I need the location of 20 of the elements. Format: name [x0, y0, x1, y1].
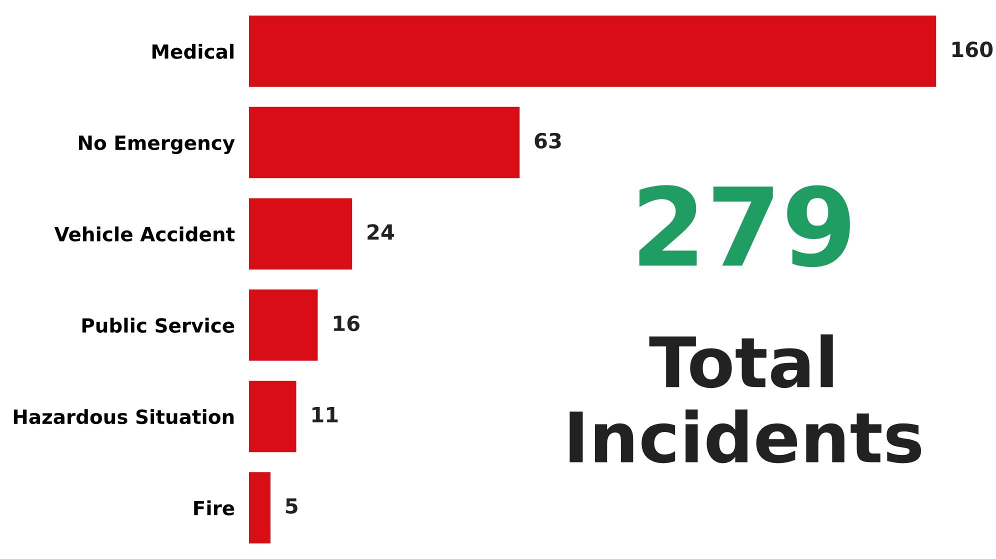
y-tick-label: No Emergency [79, 136, 235, 154]
data-label: 24 [368, 224, 394, 240]
data-label: 5 [286, 498, 298, 514]
data-label: 16 [334, 315, 360, 332]
bar [249, 106, 520, 178]
data-label: 160 [952, 42, 993, 58]
bar [249, 198, 352, 270]
bar [249, 290, 318, 361]
y-tick-label: Hazardous Situation [14, 409, 234, 424]
y-tick-label: Medical [152, 44, 234, 59]
data-label: 63 [534, 132, 561, 149]
annotation: Total Incidents [570, 334, 922, 464]
y-tick-label: Public Service [82, 318, 234, 333]
annotation: 279 [639, 185, 850, 268]
bar [249, 380, 296, 452]
bar [249, 16, 936, 87]
y-tick-label: Vehicle Accident [54, 226, 235, 242]
data-label: 11 [312, 407, 338, 422]
y-tick-label: Fire [194, 500, 234, 516]
bar [249, 472, 270, 544]
